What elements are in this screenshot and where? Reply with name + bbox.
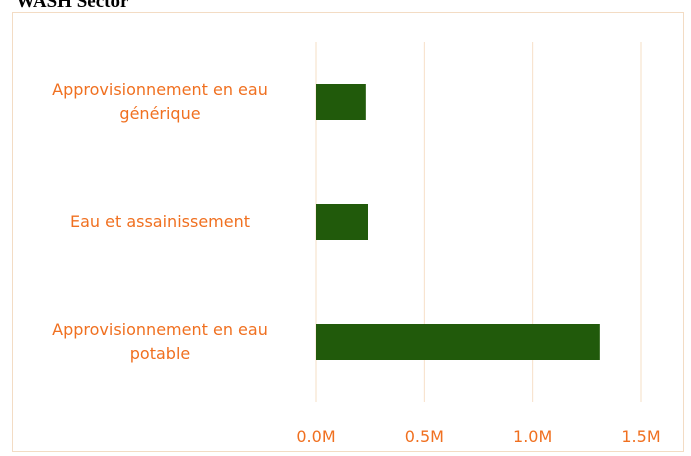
x-tick-label: 0.5M [405,427,444,446]
x-tick-label: 0.0M [296,427,335,446]
bar [316,204,368,240]
y-tick-label: Approvisionnement en eau potable [52,320,268,363]
bar [316,84,366,120]
y-tick-label: Approvisionnement en eau générique [52,80,268,123]
x-tick-label: 1.5M [621,427,660,446]
bar [316,324,600,360]
chart-frame [12,12,684,452]
x-tick-label: 1.0M [513,427,552,446]
y-tick-label: Eau et assainissement [69,212,250,231]
chart-title: WASH Sector [16,0,129,12]
